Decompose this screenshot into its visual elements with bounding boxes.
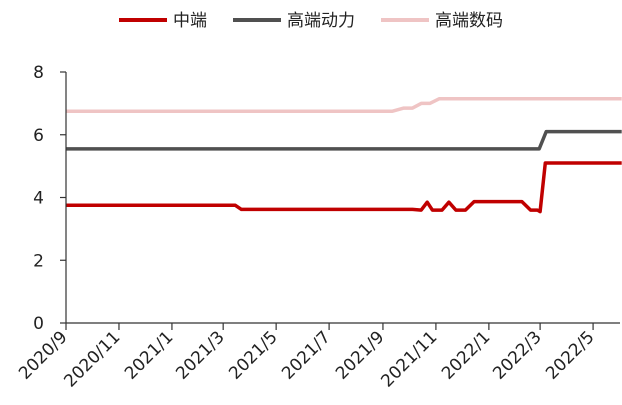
x-tick-label: 2021/3 xyxy=(172,327,228,383)
series-line-2 xyxy=(66,129,622,151)
legend-label-3: 高端数码 xyxy=(435,11,503,31)
x-tick-label: 2020/11 xyxy=(60,327,124,391)
x-tick-label: 2022/1 xyxy=(438,327,494,383)
x-tick-label: 2021/7 xyxy=(278,327,334,383)
y-tick-label: 2 xyxy=(33,251,44,271)
x-tick-label: 2021/11 xyxy=(377,327,441,391)
legend-label-2: 高端动力 xyxy=(287,11,355,31)
y-tick-label: 4 xyxy=(33,189,44,209)
series-line-3 xyxy=(66,96,622,113)
y-tick-label: 0 xyxy=(33,314,44,334)
x-tick-label: 2021/1 xyxy=(121,327,177,383)
legend: 中端 高端动力 高端数码 xyxy=(119,11,503,31)
series-line-1 xyxy=(66,161,622,214)
series-layer xyxy=(66,96,622,214)
y-tick-label: 8 xyxy=(33,63,44,83)
x-tick-label: 2022/5 xyxy=(542,327,598,383)
x-tick-label: 2022/3 xyxy=(489,327,545,383)
legend-label-1: 中端 xyxy=(173,11,207,31)
y-tick-label: 6 xyxy=(33,126,44,146)
x-tick-label: 2021/5 xyxy=(225,327,281,383)
